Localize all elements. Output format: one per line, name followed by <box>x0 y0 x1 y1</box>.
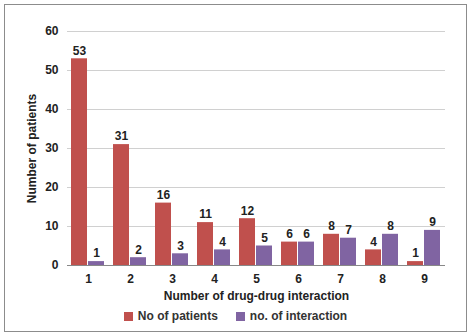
svg-text:5: 5 <box>261 231 268 245</box>
svg-text:8: 8 <box>328 219 335 233</box>
svg-text:Number of drug-drug interactio: Number of drug-drug interaction <box>164 289 349 303</box>
svg-text:3: 3 <box>177 239 184 253</box>
svg-text:8: 8 <box>387 219 394 233</box>
svg-text:4: 4 <box>219 235 226 249</box>
svg-text:2: 2 <box>135 243 142 257</box>
html-text:no. of interaction: no. of interaction <box>249 309 348 323</box>
svg-text:31: 31 <box>115 129 129 143</box>
svg-text:53: 53 <box>73 44 87 58</box>
svg-text:9: 9 <box>429 215 436 229</box>
svg-text:11: 11 <box>199 207 212 221</box>
svg-text:60: 60 <box>45 24 59 38</box>
svg-text:6: 6 <box>286 227 293 241</box>
svg-text:9: 9 <box>421 272 428 286</box>
svg-text:3: 3 <box>169 272 176 286</box>
svg-text:30: 30 <box>45 141 59 155</box>
svg-text:6: 6 <box>295 272 302 286</box>
svg-text:6: 6 <box>303 227 310 241</box>
svg-text:Number of patients: Number of patients <box>25 94 39 204</box>
svg-text:50: 50 <box>45 63 59 77</box>
svg-text:12: 12 <box>241 204 255 218</box>
svg-text:4: 4 <box>370 235 377 249</box>
svg-text:5: 5 <box>253 272 260 286</box>
svg-text:7: 7 <box>345 223 352 237</box>
svg-text:1: 1 <box>412 246 419 260</box>
svg-text:20: 20 <box>45 180 59 194</box>
html-text:No of patients: No of patients <box>137 309 218 323</box>
svg-text:1: 1 <box>85 272 92 286</box>
svg-text:10: 10 <box>45 219 59 233</box>
svg-text:16: 16 <box>157 188 171 202</box>
svg-text:0: 0 <box>52 258 59 272</box>
svg-text:2: 2 <box>127 272 134 286</box>
svg-text:40: 40 <box>45 102 59 116</box>
svg-text:7: 7 <box>337 272 344 286</box>
svg-text:1: 1 <box>93 246 100 260</box>
svg-text:4: 4 <box>211 272 218 286</box>
svg-text:8: 8 <box>379 272 386 286</box>
